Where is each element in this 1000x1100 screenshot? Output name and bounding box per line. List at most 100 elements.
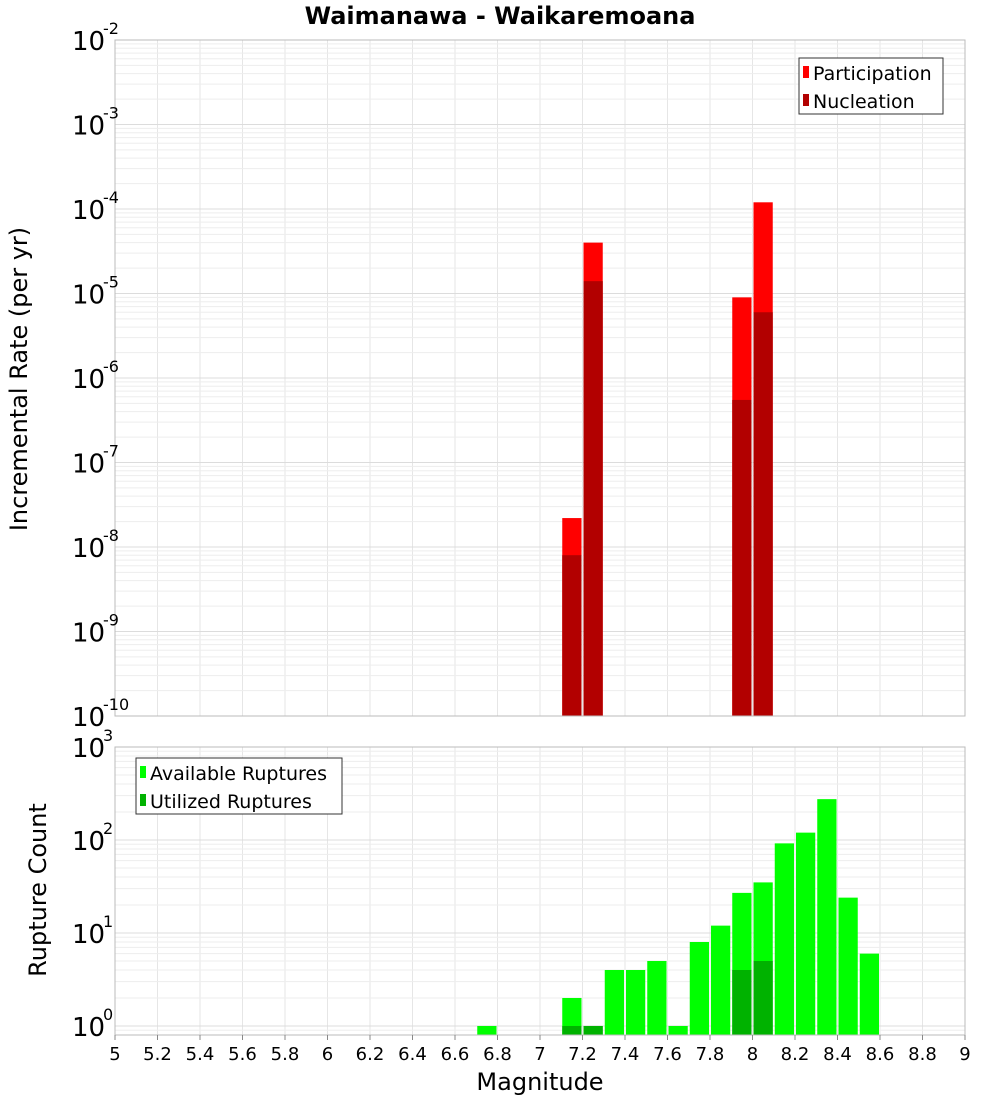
- x-tick-label: 7: [534, 1044, 545, 1065]
- y-tick-base: 10: [72, 365, 105, 395]
- y-tick-base: 10: [72, 27, 105, 57]
- bar-available-ruptures: [647, 960, 667, 1035]
- y-tick-base: 10: [72, 703, 105, 733]
- x-tick-label: 8.6: [866, 1044, 895, 1065]
- x-tick-label: 7.2: [568, 1044, 597, 1065]
- y-tick-base: 10: [72, 1013, 105, 1043]
- bar-available-ruptures: [689, 942, 709, 1035]
- x-axis-label: Magnitude: [476, 1068, 603, 1096]
- legend-label: Participation: [813, 63, 932, 85]
- y-tick-base: 10: [72, 112, 105, 142]
- y-tick-base: 10: [72, 920, 105, 950]
- y-tick-exponent: 1: [103, 912, 113, 931]
- y-tick-exponent: -7: [103, 442, 119, 461]
- y-tick-label: 10-8: [72, 526, 119, 564]
- bar-nucleation: [562, 555, 582, 716]
- y-tick-label: 10-6: [72, 357, 119, 395]
- y-tick-label: 10-5: [72, 273, 119, 311]
- y-tick-base: 10: [72, 534, 105, 564]
- bar-available-ruptures: [796, 832, 816, 1035]
- bar-available-ruptures: [477, 1025, 497, 1035]
- y-tick-label: 10-4: [72, 188, 119, 226]
- x-tick-label: 7.6: [653, 1044, 682, 1065]
- top-plot-frame: [114, 39, 966, 717]
- top-y-axis-label: Incremental Rate (per yr): [5, 227, 33, 531]
- x-tick-label: 6.8: [483, 1044, 512, 1065]
- x-tick-label: 6.4: [398, 1044, 427, 1065]
- y-tick-label: 10-2: [72, 19, 119, 57]
- x-tick-label: 5: [109, 1044, 120, 1065]
- chart-title: Waimanawa - Waikaremoana: [305, 2, 696, 30]
- bar-nucleation: [753, 312, 773, 716]
- x-tick-label: 8.2: [781, 1044, 810, 1065]
- bottom-y-axis-label: Rupture Count: [24, 803, 52, 977]
- x-tick-label: 8.8: [908, 1044, 937, 1065]
- bar-available-ruptures: [838, 897, 858, 1035]
- bottom-legend: Available Ruptures Utilized Ruptures: [135, 757, 343, 815]
- bar-available-ruptures: [711, 925, 731, 1035]
- y-tick-label: 102: [72, 819, 113, 857]
- legend-swatch: [803, 66, 809, 78]
- x-tick-label: 8: [747, 1044, 758, 1065]
- bar-available-ruptures: [668, 1025, 688, 1035]
- legend-box: [798, 57, 944, 115]
- bar-available-ruptures: [604, 969, 624, 1035]
- bar-utilized-ruptures: [562, 1025, 582, 1035]
- legend-swatch: [803, 94, 809, 106]
- y-tick-label: 100: [72, 1005, 113, 1043]
- y-tick-exponent: -8: [103, 526, 119, 545]
- x-tick-label: 7.8: [696, 1044, 725, 1065]
- y-tick-base: 10: [72, 734, 105, 764]
- bar-available-ruptures: [774, 843, 794, 1035]
- top-plot-bars: [562, 202, 773, 717]
- legend-label: Nucleation: [813, 91, 915, 113]
- legend-box: [135, 757, 343, 815]
- x-tick-label: 5.6: [228, 1044, 257, 1065]
- x-tick-label: 6.2: [356, 1044, 385, 1065]
- y-tick-exponent: 0: [103, 1005, 113, 1024]
- x-tick-label: 9: [959, 1044, 970, 1065]
- y-tick-label: 10-10: [72, 695, 129, 733]
- bar-utilized-ruptures: [732, 969, 752, 1035]
- y-tick-exponent: -5: [103, 273, 119, 292]
- bar-utilized-ruptures: [753, 960, 773, 1035]
- x-tick-label: 5.4: [186, 1044, 215, 1065]
- y-tick-exponent: -2: [103, 19, 119, 38]
- top-legend: Participation Nucleation: [798, 57, 944, 115]
- legend-label: Utilized Ruptures: [150, 791, 312, 813]
- bar-available-ruptures: [817, 799, 837, 1035]
- x-tick-label: 6.6: [441, 1044, 470, 1065]
- y-tick-base: 10: [72, 450, 105, 480]
- y-tick-base: 10: [72, 281, 105, 311]
- y-tick-label: 10-9: [72, 611, 119, 649]
- legend-swatch: [140, 766, 146, 778]
- bar-nucleation: [583, 281, 603, 716]
- y-tick-base: 10: [72, 196, 105, 226]
- y-tick-exponent: -4: [103, 188, 119, 207]
- bottom-plot-bars: [477, 799, 879, 1035]
- x-tick-label: 5.8: [271, 1044, 300, 1065]
- bar-utilized-ruptures: [583, 1025, 603, 1035]
- bar-available-ruptures: [562, 997, 582, 1035]
- bar-nucleation: [732, 399, 752, 716]
- y-tick-exponent: 2: [103, 819, 113, 838]
- y-tick-exponent: 3: [103, 726, 113, 745]
- y-tick-exponent: -10: [103, 695, 129, 714]
- x-tick-label: 7.4: [611, 1044, 640, 1065]
- y-tick-base: 10: [72, 619, 105, 649]
- y-tick-exponent: -3: [103, 104, 119, 123]
- bar-available-ruptures: [859, 953, 879, 1035]
- y-tick-exponent: -6: [103, 357, 119, 376]
- y-tick-label: 10-3: [72, 104, 119, 142]
- x-tick-label: 6: [322, 1044, 333, 1065]
- x-tick-label: 5.2: [143, 1044, 172, 1065]
- bar-available-ruptures: [626, 969, 646, 1035]
- x-tick-labels: 5 5.2 5.4 5.6 5.8 6 6.2 6.4 6.6 6.8 7 7.2 7.4 7.6 7.8 8…: [109, 1035, 971, 1065]
- y-tick-label: 103: [72, 726, 113, 764]
- legend-label: Available Ruptures: [150, 763, 327, 785]
- legend-swatch: [140, 794, 146, 806]
- x-tick-label: 8.4: [823, 1044, 852, 1065]
